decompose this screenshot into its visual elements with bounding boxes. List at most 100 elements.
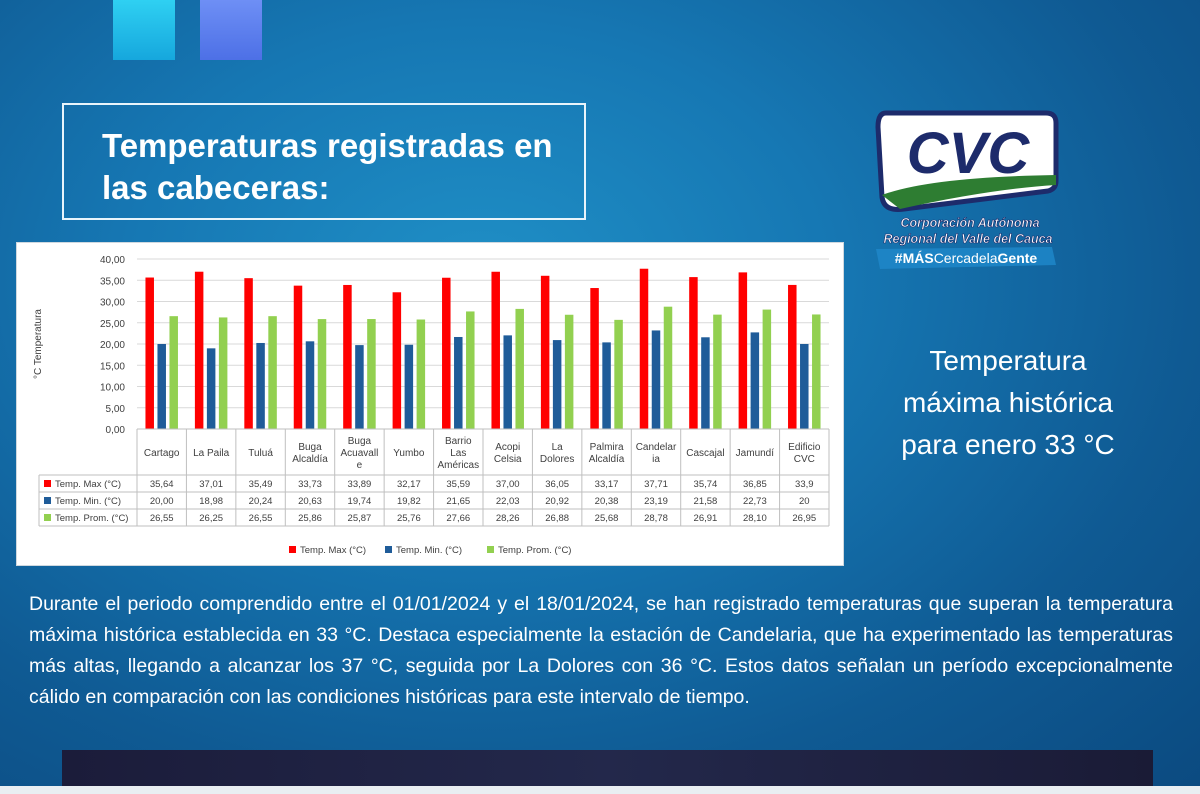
category-label: Palmira bbox=[590, 442, 624, 453]
row-series-name: Temp. Min. (°C) bbox=[55, 496, 121, 507]
logo-line2: Regional del Valle del Cauca bbox=[883, 232, 1052, 246]
category-label: Las bbox=[450, 448, 466, 459]
data-label: 28,26 bbox=[496, 513, 520, 524]
bar-max bbox=[244, 278, 253, 429]
bar-min bbox=[552, 340, 562, 429]
data-label: 21,65 bbox=[446, 496, 470, 507]
data-label: 28,10 bbox=[743, 513, 767, 524]
category-label: Américas bbox=[437, 460, 479, 471]
bar-min bbox=[157, 344, 166, 429]
data-label: 36,85 bbox=[743, 479, 767, 490]
legend-label: Temp. Prom. (°C) bbox=[498, 545, 571, 556]
category-label: e bbox=[357, 460, 363, 471]
data-label: 27,66 bbox=[446, 513, 470, 524]
category-label: Candelar bbox=[636, 442, 677, 453]
data-label: 23,19 bbox=[644, 496, 668, 507]
data-label: 28,78 bbox=[644, 513, 668, 524]
bar-min bbox=[355, 345, 364, 429]
bar-prom bbox=[317, 319, 327, 429]
logo-line1: Corporación Autónoma bbox=[900, 216, 1039, 230]
bar-min bbox=[651, 330, 661, 429]
row-legend-key bbox=[44, 497, 51, 504]
data-label: 26,55 bbox=[150, 513, 174, 524]
bar-max bbox=[145, 277, 154, 429]
bar-max bbox=[392, 292, 402, 429]
data-label: 20,92 bbox=[545, 496, 569, 507]
row-series-name: Temp. Max (°C) bbox=[55, 479, 121, 490]
hashtag-prefix: #MÁS bbox=[895, 250, 934, 266]
y-tick-label: 5,00 bbox=[106, 404, 126, 415]
bar-prom bbox=[663, 306, 673, 429]
bar-max bbox=[590, 288, 599, 429]
category-label: Buga bbox=[348, 436, 372, 447]
bar-prom bbox=[367, 319, 376, 429]
data-label: 26,95 bbox=[792, 513, 816, 524]
category-label: Celsia bbox=[494, 454, 522, 465]
bar-min bbox=[454, 336, 463, 429]
category-label: La Paila bbox=[193, 448, 230, 459]
data-label: 20,24 bbox=[249, 496, 273, 507]
bar-prom bbox=[268, 316, 277, 429]
bottom-strip bbox=[0, 786, 1200, 794]
data-label: 33,73 bbox=[298, 479, 322, 490]
data-label: 33,9 bbox=[795, 479, 814, 490]
category-label: Jamundí bbox=[736, 448, 775, 459]
bar-prom bbox=[218, 317, 228, 429]
data-label: 26,91 bbox=[694, 513, 718, 524]
data-label: 32,17 bbox=[397, 479, 421, 490]
title-box: Temperaturas registradas en las cabecera… bbox=[62, 103, 586, 220]
legend-label: Temp. Min. (°C) bbox=[396, 545, 462, 556]
category-label: Alcaldía bbox=[292, 454, 328, 465]
side-note: Temperatura máxima histórica para enero … bbox=[901, 345, 1115, 460]
data-label: 25,86 bbox=[298, 513, 322, 524]
data-label: 19,82 bbox=[397, 496, 421, 507]
y-tick-label: 30,00 bbox=[100, 298, 125, 309]
cvc-logo: CVC Corporación Autónoma Regional del Va… bbox=[875, 110, 1059, 269]
y-tick-label: 40,00 bbox=[100, 255, 125, 266]
bar-min bbox=[750, 332, 760, 429]
bar-prom bbox=[812, 314, 821, 429]
bar-min bbox=[206, 348, 216, 429]
bar-max bbox=[293, 285, 303, 429]
legend-key bbox=[487, 546, 494, 553]
data-label: 37,01 bbox=[199, 479, 223, 490]
bar-max bbox=[639, 268, 649, 429]
bar-max bbox=[194, 271, 204, 429]
bar-max bbox=[689, 277, 698, 429]
data-label: 35,49 bbox=[249, 479, 273, 490]
bar-max bbox=[343, 284, 352, 429]
data-label: 26,55 bbox=[249, 513, 273, 524]
data-label: 19,74 bbox=[348, 496, 372, 507]
hashtag-end: Gente bbox=[998, 250, 1038, 266]
data-label: 20,00 bbox=[150, 496, 174, 507]
y-tick-label: 0,00 bbox=[106, 425, 126, 436]
y-tick-label: 10,00 bbox=[100, 383, 125, 394]
legend-label: Temp. Max (°C) bbox=[300, 545, 366, 556]
data-label: 20,38 bbox=[595, 496, 619, 507]
category-label: Barrio bbox=[445, 436, 472, 447]
bar-max bbox=[491, 271, 500, 429]
y-tick-label: 25,00 bbox=[100, 319, 125, 330]
data-label: 22,73 bbox=[743, 496, 767, 507]
bar-max bbox=[788, 284, 797, 429]
data-label: 35,74 bbox=[694, 479, 718, 490]
y-tick-label: 35,00 bbox=[100, 276, 125, 287]
temperature-chart: 0,00 5,00 10,00 15,00 20,00 25,00 30,00 35,00 40… bbox=[33, 255, 830, 556]
bar-prom bbox=[762, 309, 772, 429]
bar-prom bbox=[713, 314, 722, 429]
y-tick-label: 20,00 bbox=[100, 340, 125, 351]
category-label: Tuluá bbox=[248, 448, 273, 459]
bar-min bbox=[800, 344, 809, 429]
data-label: 21,58 bbox=[694, 496, 718, 507]
bar-min bbox=[602, 342, 611, 429]
category-label: Acuavall bbox=[341, 448, 379, 459]
category-label: Buga bbox=[298, 442, 322, 453]
data-label: 25,76 bbox=[397, 513, 421, 524]
y-axis-label: °C Temperatura bbox=[33, 309, 44, 379]
category-label: Cartago bbox=[144, 448, 180, 459]
data-label: 37,71 bbox=[644, 479, 668, 490]
decorative-block-cyan bbox=[113, 0, 175, 60]
legend-key bbox=[289, 546, 296, 553]
data-label: 20 bbox=[799, 496, 810, 507]
bar-min bbox=[404, 344, 414, 429]
